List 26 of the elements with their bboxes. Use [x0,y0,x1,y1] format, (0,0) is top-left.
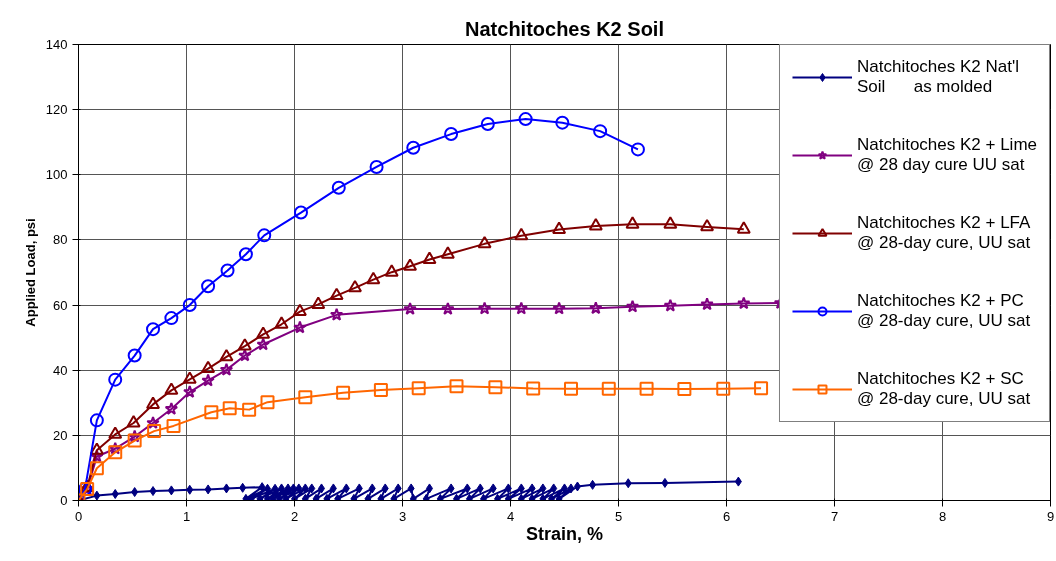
x-tick-label: 6 [722,508,731,524]
x-axis-title: Strain, % [525,523,604,544]
x-tick-label: 7 [830,508,839,524]
y-tick-label: 40 [53,362,68,378]
x-tick-label: 9 [1046,508,1055,524]
y-tick-label: 80 [53,232,68,248]
legend-label: Natchitoches K2 + SC @ 28-day cure, UU sat [856,369,1031,409]
y-tick-label: 120 [45,102,68,118]
y-axis-title: Applied Load, psi [22,218,38,327]
legend-label: Natchitoches K2 + PC @ 28-day cure, UU sat [856,291,1031,331]
y-tick-label: 20 [53,427,68,443]
x-tick-label: 1 [182,508,191,524]
legend-label: Natchitoches K2 + Lime @ 28 day cure UU sat [856,135,1037,175]
x-tick-label: 2 [290,508,299,524]
y-tick-label: 60 [53,297,68,313]
x-tick-label: 8 [938,508,947,524]
x-tick-label: 3 [398,508,407,524]
x-tick-label: 0 [74,508,83,524]
y-tick-label: 0 [60,493,68,508]
legend-label: Natchitoches K2 + LFA @ 28-day cure, UU sat [856,213,1031,253]
y-tick-label: 140 [45,37,68,52]
y-tick-label: 100 [45,167,68,183]
chart-title: Natchitoches K2 Soil [465,17,664,40]
x-tick-label: 5 [614,508,623,524]
legend-label: Natchitoches K2 Nat'l Soil as molded [856,57,1019,97]
x-tick-label: 4 [506,508,515,524]
